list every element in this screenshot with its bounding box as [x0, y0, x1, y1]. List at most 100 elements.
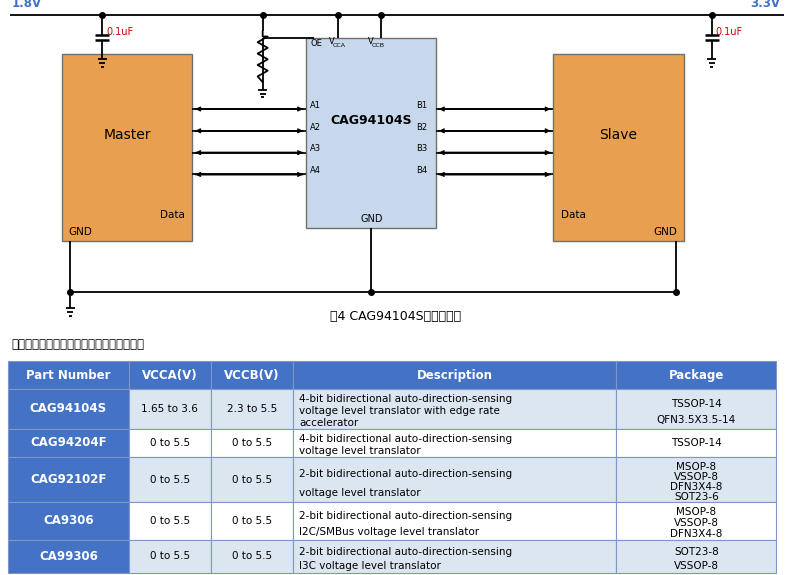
Text: 4-bit bidirectional auto-direction-sensing: 4-bit bidirectional auto-direction-sensi… [299, 394, 512, 404]
Text: 0.1uF: 0.1uF [106, 27, 133, 37]
Text: DFN3X4-8: DFN3X4-8 [670, 482, 722, 492]
Text: B1: B1 [416, 101, 427, 110]
Bar [616, 502, 776, 539]
Text: 0 to 5.5: 0 to 5.5 [150, 516, 190, 526]
Text: 0 to 5.5: 0 to 5.5 [231, 516, 272, 526]
Text: 2-bit bidirectional auto-direction-sensing: 2-bit bidirectional auto-direction-sensi… [299, 511, 512, 521]
Text: B4: B4 [416, 166, 427, 175]
Text: 0 to 5.5: 0 to 5.5 [231, 475, 272, 485]
Text: 0.1uF: 0.1uF [716, 27, 743, 37]
Bar [293, 457, 616, 502]
Text: Package: Package [668, 369, 724, 382]
Bar [616, 389, 776, 428]
Text: CCA: CCA [333, 44, 346, 48]
Text: CAG94204F: CAG94204F [30, 436, 107, 450]
Text: VSSOP-8: VSSOP-8 [674, 518, 719, 528]
Text: 图4 CAG94104S典型电路图: 图4 CAG94104S典型电路图 [330, 310, 462, 323]
Text: DFN3X4-8: DFN3X4-8 [670, 529, 722, 539]
Bar [8, 428, 129, 457]
Text: 0 to 5.5: 0 to 5.5 [231, 551, 272, 561]
Bar [8, 389, 129, 428]
Text: 0 to 5.5: 0 to 5.5 [150, 438, 190, 448]
Text: CAG92102F: CAG92102F [30, 473, 107, 486]
Text: 0 to 5.5: 0 to 5.5 [231, 438, 272, 448]
Bar [293, 539, 616, 573]
Bar [129, 539, 211, 573]
Text: MSOP-8: MSOP-8 [676, 507, 717, 517]
Text: OE: OE [310, 39, 322, 48]
Text: Description: Description [417, 369, 493, 382]
Bar [211, 539, 293, 573]
Bar [8, 502, 129, 539]
Bar [211, 361, 293, 389]
Text: CAG94104S: CAG94104S [330, 114, 412, 127]
Text: TSSOP-14: TSSOP-14 [671, 399, 722, 409]
Text: B2: B2 [416, 122, 427, 132]
Text: voltage level translator: voltage level translator [299, 446, 421, 457]
Bar [8, 457, 129, 502]
Bar [129, 389, 211, 428]
Bar [616, 361, 776, 389]
Text: A2: A2 [310, 122, 321, 132]
Text: TSSOP-14: TSSOP-14 [671, 438, 722, 448]
Text: A3: A3 [310, 144, 321, 154]
Text: voltage level translator with edge rate: voltage level translator with edge rate [299, 406, 500, 416]
Text: Data: Data [160, 210, 185, 220]
Text: 0 to 5.5: 0 to 5.5 [150, 475, 190, 485]
Bar [129, 361, 211, 389]
Text: 1.65 to 3.6: 1.65 to 3.6 [141, 404, 198, 414]
Bar [616, 539, 776, 573]
Text: Slave: Slave [600, 128, 638, 141]
Text: GND: GND [654, 227, 678, 237]
Text: CA9306: CA9306 [43, 514, 93, 527]
Bar [616, 457, 776, 502]
Text: VCCB(V): VCCB(V) [224, 369, 280, 382]
Bar [616, 428, 776, 457]
Text: 4-bit bidirectional auto-direction-sensing: 4-bit bidirectional auto-direction-sensi… [299, 434, 512, 444]
Text: SOT23-8: SOT23-8 [674, 547, 719, 557]
Text: VCCA(V): VCCA(V) [142, 369, 198, 382]
Text: 2-bit bidirectional auto-direction-sensing: 2-bit bidirectional auto-direction-sensi… [299, 469, 512, 479]
Bar [306, 39, 436, 228]
Bar [211, 457, 293, 502]
Bar [293, 428, 616, 457]
Text: QFN3.5X3.5-14: QFN3.5X3.5-14 [657, 415, 736, 426]
Text: 1.8V: 1.8V [12, 0, 42, 10]
Text: I3C voltage level translator: I3C voltage level translator [299, 561, 441, 571]
Text: V: V [329, 37, 334, 45]
Bar [8, 361, 129, 389]
Text: 2.3 to 5.5: 2.3 to 5.5 [227, 404, 277, 414]
Text: CA99306: CA99306 [39, 550, 98, 562]
Bar [293, 389, 616, 428]
Text: A1: A1 [310, 101, 321, 110]
Text: voltage level translator: voltage level translator [299, 488, 421, 498]
Text: Data: Data [562, 210, 586, 220]
Text: B3: B3 [416, 144, 428, 154]
Text: I2C/SMBus voltage level translator: I2C/SMBus voltage level translator [299, 527, 479, 536]
Text: Master: Master [104, 128, 151, 141]
Bar [62, 54, 192, 241]
Text: CCB: CCB [372, 44, 385, 48]
Bar [129, 428, 211, 457]
Text: Part Number: Part Number [26, 369, 111, 382]
Bar [8, 539, 129, 573]
Bar [211, 502, 293, 539]
Text: 申矽凌开关型电平转换器产品全家福如下：: 申矽凌开关型电平转换器产品全家福如下： [12, 338, 145, 351]
Bar [293, 361, 616, 389]
Text: 3.3V: 3.3V [750, 0, 780, 10]
Text: GND: GND [361, 214, 383, 224]
Text: GND: GND [68, 227, 92, 237]
Text: V: V [368, 37, 374, 45]
Text: accelerator: accelerator [299, 417, 358, 428]
Text: 2-bit bidirectional auto-direction-sensing: 2-bit bidirectional auto-direction-sensi… [299, 547, 512, 557]
Text: CAG94104S: CAG94104S [30, 402, 107, 415]
Text: VSSOP-8: VSSOP-8 [674, 472, 719, 482]
Text: VSSOP-8: VSSOP-8 [674, 561, 719, 571]
Text: 0 to 5.5: 0 to 5.5 [150, 551, 190, 561]
Bar [129, 502, 211, 539]
Bar [293, 502, 616, 539]
Bar [129, 457, 211, 502]
Text: MSOP-8: MSOP-8 [676, 462, 717, 471]
Bar [211, 389, 293, 428]
Bar [211, 428, 293, 457]
